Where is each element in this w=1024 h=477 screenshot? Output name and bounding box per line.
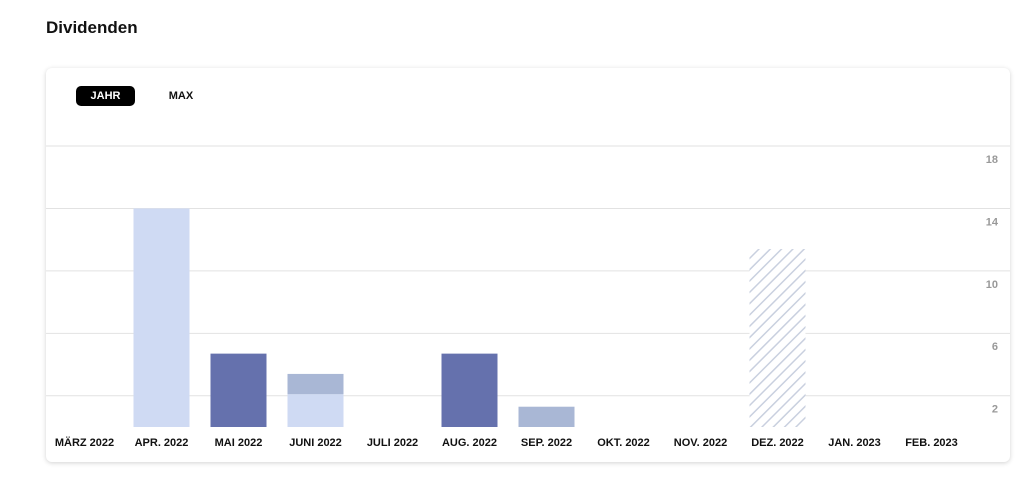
x-tick-label: JUNI 2022	[289, 437, 342, 449]
x-tick-label: MÄRZ 2022	[55, 436, 114, 449]
range-button[interactable]: JAHR	[76, 86, 135, 106]
x-tick-label: NOV. 2022	[674, 437, 727, 449]
x-tick-label: DEZ. 2022	[751, 437, 804, 449]
x-tick-label: OKT. 2022	[597, 437, 650, 449]
bar	[210, 353, 267, 427]
bar	[287, 373, 344, 395]
x-tick-label: JULI 2022	[367, 437, 418, 449]
x-tick-label: JAN. 2023	[828, 437, 881, 449]
x-tick-label: SEP. 2022	[521, 437, 572, 449]
bar	[441, 353, 498, 427]
y-tick-label: 18	[986, 154, 998, 166]
x-tick-label: AUG. 2022	[442, 437, 497, 449]
bar	[518, 406, 575, 427]
section-title: Dividenden	[46, 18, 138, 37]
y-tick-label: 6	[992, 341, 998, 353]
bar	[133, 208, 190, 427]
chart-card	[46, 68, 1010, 462]
y-tick-label: 10	[986, 279, 998, 291]
x-tick-label: MAI 2022	[215, 437, 263, 449]
bar	[287, 394, 344, 427]
bar	[749, 249, 806, 427]
x-tick-label: APR. 2022	[135, 437, 189, 449]
range-button[interactable]: MAX	[168, 90, 194, 102]
y-tick-label: 14	[986, 216, 999, 228]
x-tick-label: FEB. 2023	[905, 437, 958, 449]
y-tick-label: 2	[992, 404, 998, 416]
